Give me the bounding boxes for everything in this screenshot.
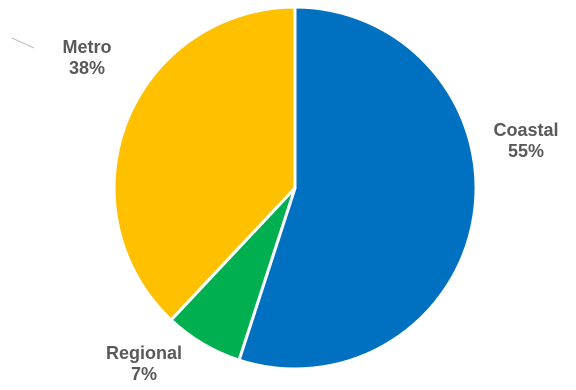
data-label-metro-name: Metro xyxy=(62,37,112,57)
data-label-coastal: Coastal 55% xyxy=(478,120,574,162)
pie-slice-metro xyxy=(112,5,297,322)
data-label-regional-value: 7% xyxy=(130,364,157,384)
data-label-metro-value: 38% xyxy=(68,58,106,78)
data-label-coastal-value: 55% xyxy=(507,141,545,161)
data-label-regional: Regional 7% xyxy=(86,343,202,385)
data-label-regional-name: Regional xyxy=(105,343,182,363)
data-label-metro: Metro 38% xyxy=(44,37,130,79)
pie-slices xyxy=(112,5,478,371)
pie-slice-coastal xyxy=(237,5,478,371)
data-label-coastal-name: Coastal xyxy=(493,120,559,140)
leader-line-metro xyxy=(11,37,35,49)
